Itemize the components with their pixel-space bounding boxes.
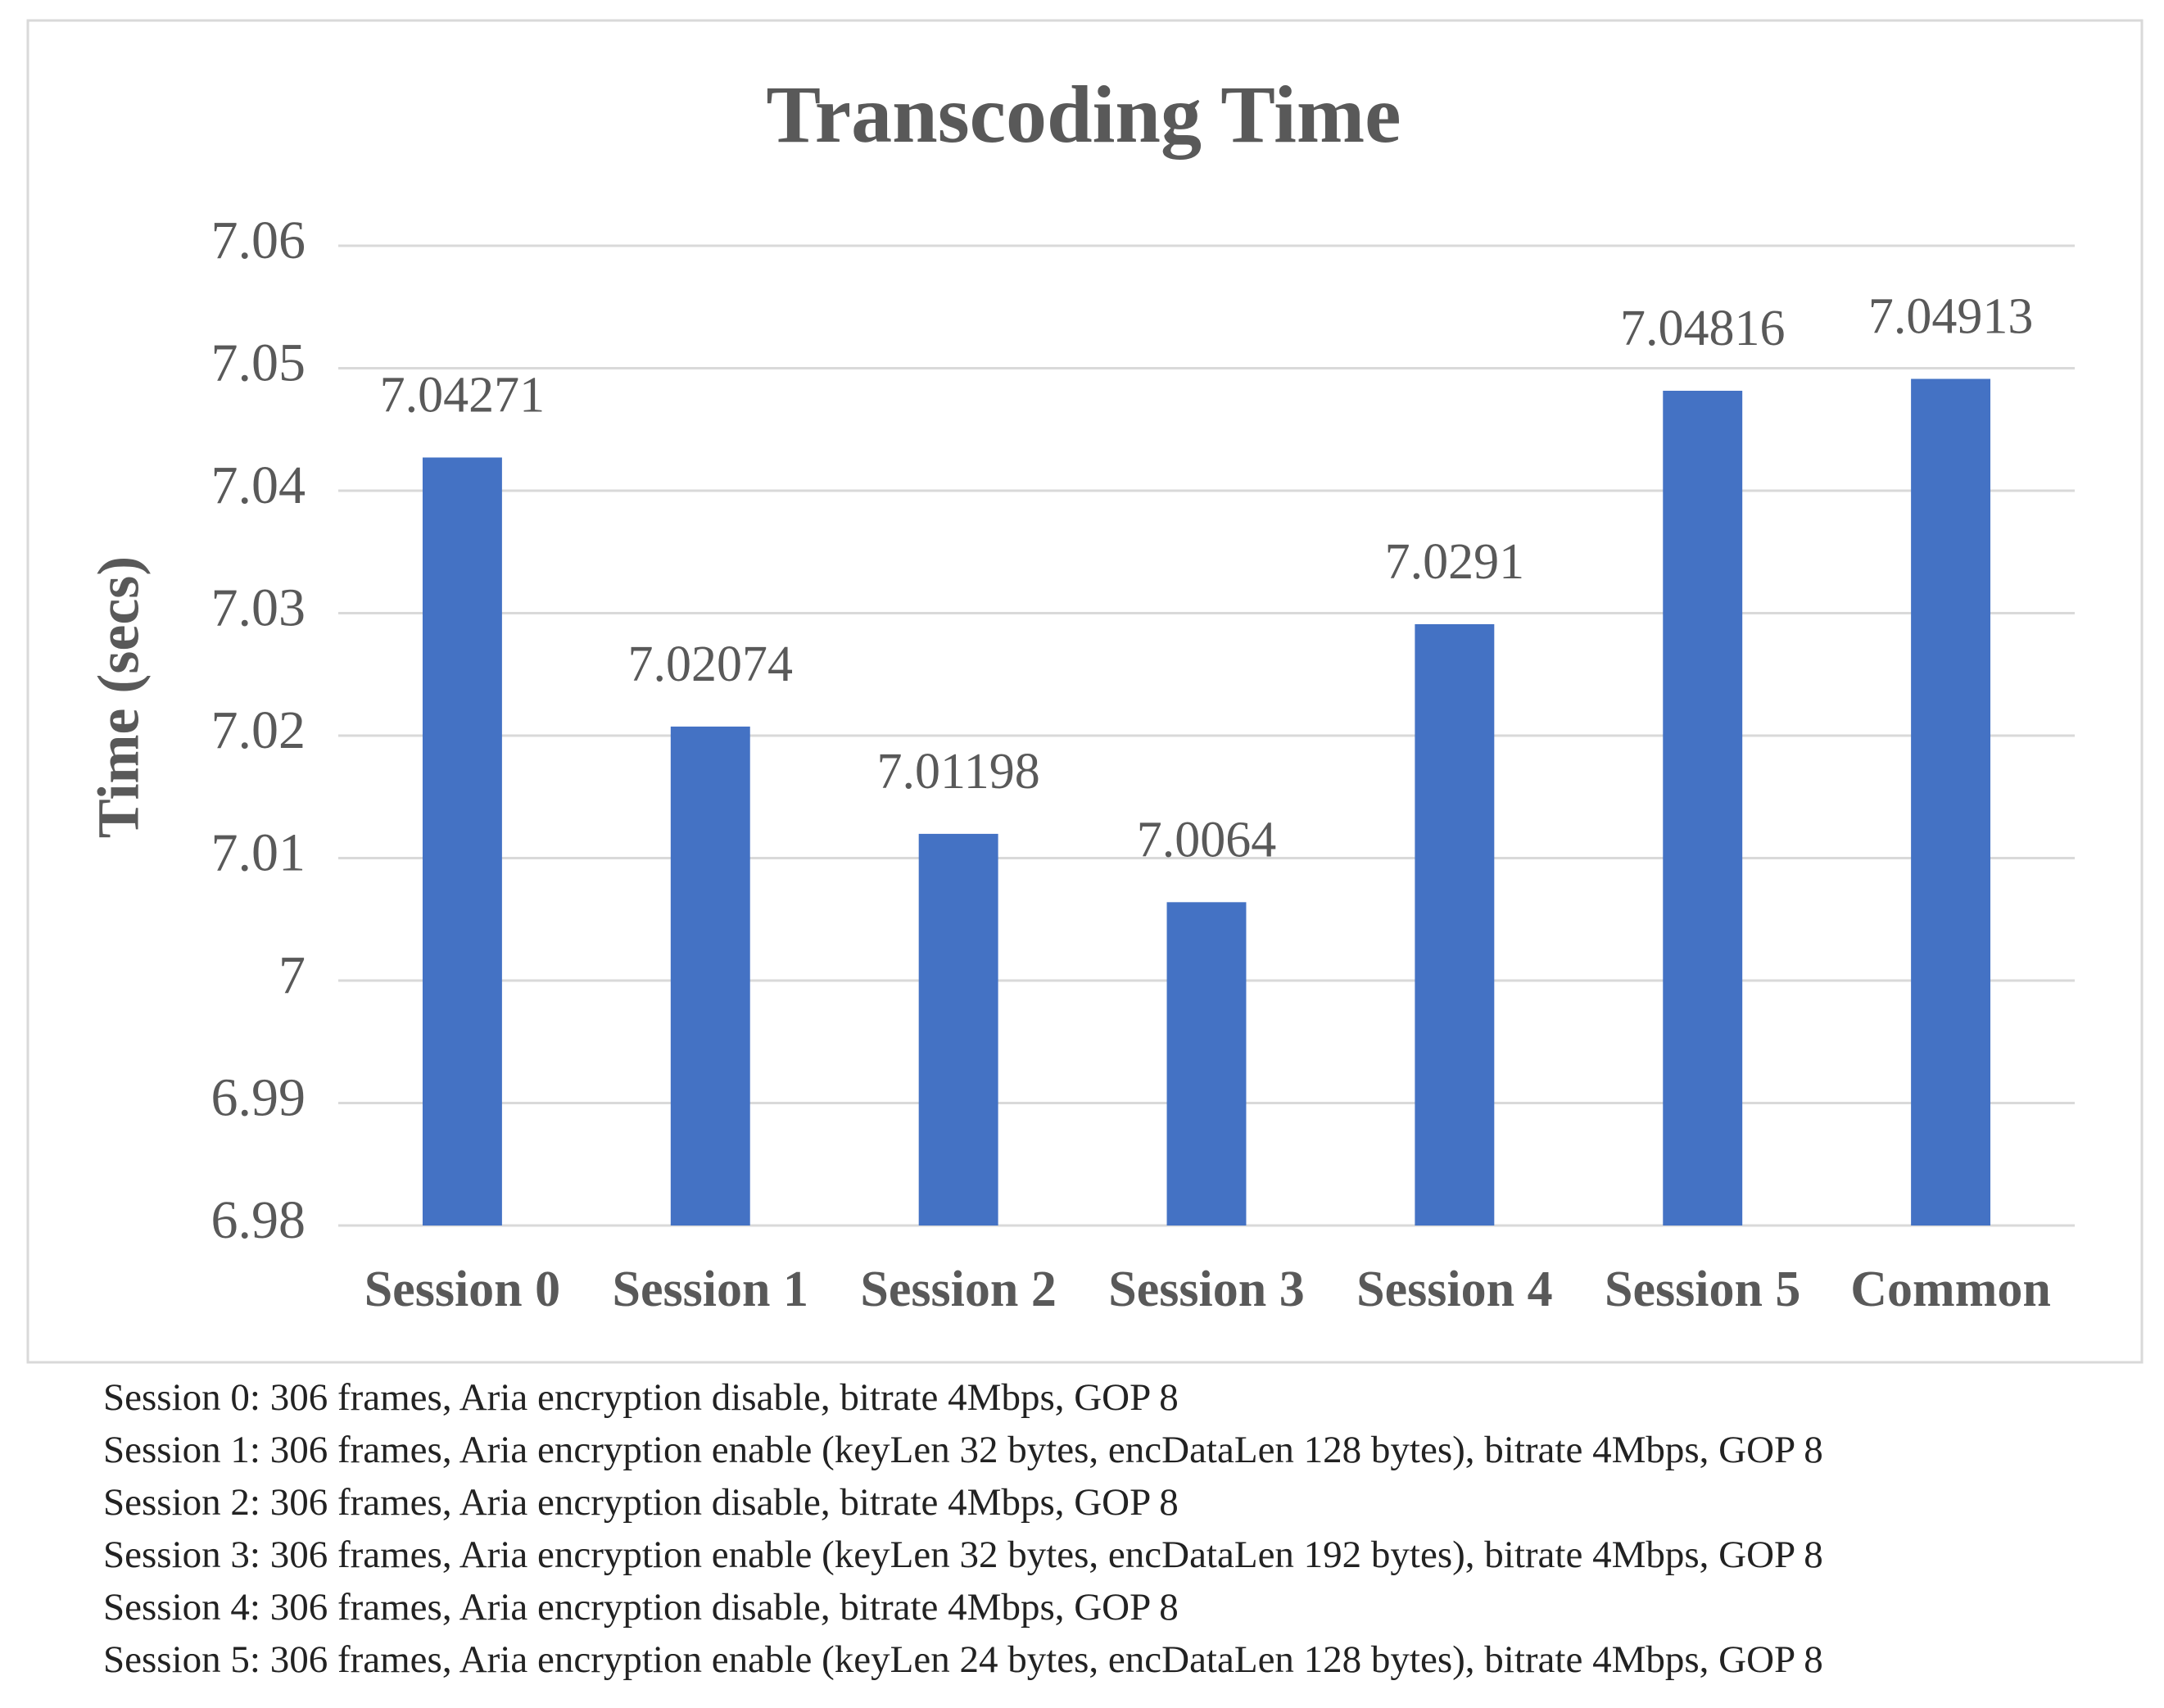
x-tick-label: Session 0	[364, 1262, 560, 1317]
chart-title: Transcoding Time	[766, 69, 1401, 160]
x-tick-label: Session 4	[1356, 1262, 1552, 1317]
bar	[670, 726, 750, 1226]
y-tick-label: 7	[278, 945, 306, 1005]
data-label: 7.04271	[380, 368, 546, 424]
chart-frame	[26, 19, 2144, 1364]
data-label: 7.02074	[628, 637, 794, 692]
note: Session 3: 306 frames, Aria encryption e…	[103, 1534, 1823, 1576]
x-tick-label: Session 3	[1108, 1262, 1304, 1317]
y-tick-label: 7.06	[211, 211, 306, 270]
note: Session 4: 306 frames, Aria encryption d…	[103, 1586, 1179, 1629]
bar	[1663, 391, 1743, 1226]
y-tick-label: 7.05	[211, 333, 306, 393]
bar	[1911, 378, 1991, 1226]
note: Session 5: 306 frames, Aria encryption e…	[103, 1638, 1823, 1681]
y-axis-label: Time (secs)	[86, 556, 152, 839]
bar	[1415, 623, 1495, 1226]
data-label: 7.0064	[1137, 813, 1277, 868]
data-label: 7.04913	[1868, 289, 2034, 345]
note: Session 0: 306 frames, Aria encryption d…	[103, 1376, 1179, 1419]
x-tick-label: Session 5	[1605, 1262, 1800, 1317]
x-tick-label: Session 1	[613, 1262, 808, 1317]
note: Session 1: 306 frames, Aria encryption e…	[103, 1429, 1823, 1471]
note: Session 2: 306 frames, Aria encryption d…	[103, 1481, 1179, 1524]
data-label: 7.0291	[1385, 534, 1525, 590]
bar	[422, 457, 502, 1226]
bar	[918, 833, 998, 1226]
y-tick-label: 6.99	[211, 1068, 306, 1128]
y-tick-label: 7.04	[211, 455, 306, 515]
y-tick-label: 7.01	[211, 823, 306, 883]
data-label: 7.04816	[1620, 301, 1786, 356]
bar	[1166, 902, 1247, 1226]
x-tick-label: Session 2	[860, 1262, 1056, 1317]
y-tick-label: 7.02	[211, 700, 306, 760]
y-tick-label: 6.98	[211, 1190, 306, 1250]
data-label: 7.01198	[877, 744, 1040, 800]
x-tick-label: Common	[1850, 1262, 2051, 1317]
y-tick-label: 7.03	[211, 578, 306, 638]
